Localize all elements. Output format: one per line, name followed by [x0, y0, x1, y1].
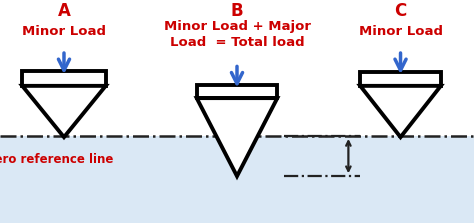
Bar [0, 136, 474, 223]
Text: Minor Load: Minor Load [358, 25, 443, 38]
Bar [360, 72, 441, 86]
Bar [22, 71, 106, 86]
Text: Zero reference line: Zero reference line [0, 153, 113, 166]
Text: Minor Load: Minor Load [22, 25, 106, 38]
Text: C: C [394, 2, 407, 20]
Text: B: B [231, 2, 243, 20]
Polygon shape [360, 86, 441, 137]
Polygon shape [197, 98, 277, 176]
Bar [197, 85, 277, 98]
Text: A: A [57, 2, 71, 20]
Polygon shape [22, 86, 106, 137]
Text: Minor Load + Major
Load  = Total load: Minor Load + Major Load = Total load [164, 20, 310, 49]
